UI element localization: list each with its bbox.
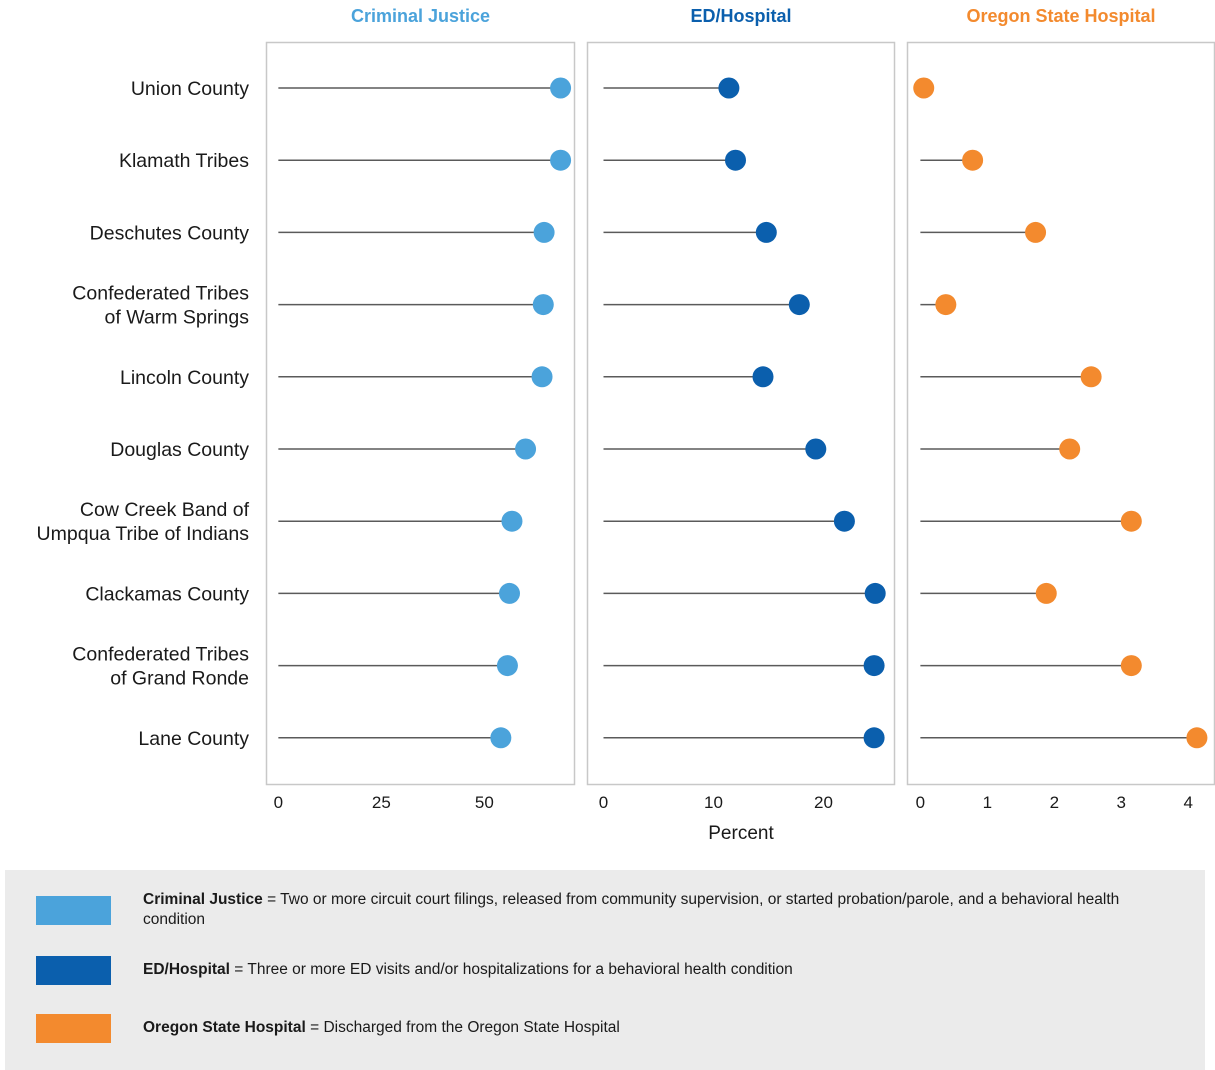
legend-label: ED/Hospital bbox=[143, 961, 230, 978]
category-label-line: Confederated Tribes bbox=[72, 644, 249, 666]
x-tick-label: 2 bbox=[1050, 793, 1059, 812]
x-tick-label: 1 bbox=[983, 793, 992, 812]
category-label: Union County bbox=[131, 78, 249, 100]
data-point bbox=[1035, 582, 1057, 604]
legend: Criminal Justice = Two or more circuit c… bbox=[5, 870, 1205, 1070]
legend-label: Criminal Justice bbox=[143, 891, 263, 908]
category-label-line: Douglas County bbox=[110, 439, 249, 461]
data-point bbox=[550, 77, 572, 99]
panel-frame-ed-hospital bbox=[586, 41, 896, 786]
legend-definition: = Two or more circuit court filings, rel… bbox=[143, 891, 1120, 928]
data-point bbox=[1080, 366, 1102, 388]
category-label-line: Union County bbox=[131, 78, 249, 100]
legend-swatch bbox=[36, 956, 111, 985]
category-label: Klamath Tribes bbox=[119, 150, 249, 172]
x-tick-label: 50 bbox=[475, 793, 494, 812]
data-point bbox=[1059, 438, 1081, 460]
category-label: Cow Creek Band of Umpqua Tribe of Indians bbox=[37, 499, 250, 545]
data-point bbox=[755, 221, 777, 243]
panel-frame-criminal-justice bbox=[265, 41, 576, 786]
category-label: Deschutes County bbox=[90, 222, 250, 244]
data-point bbox=[1120, 655, 1142, 677]
data-point bbox=[496, 655, 518, 677]
data-point bbox=[532, 294, 554, 316]
data-point bbox=[833, 510, 855, 532]
data-point bbox=[725, 149, 746, 171]
category-label: Confederated Tribes of Grand Ronde bbox=[72, 644, 249, 690]
data-point bbox=[498, 582, 520, 604]
legend-definition: = Discharged from the Oregon State Hospi… bbox=[310, 1019, 620, 1036]
category-label: Confederated Tribes of Warm Springs bbox=[72, 283, 249, 329]
x-tick-label: 10 bbox=[704, 793, 723, 812]
data-point bbox=[1025, 221, 1047, 243]
data-point bbox=[788, 294, 810, 316]
legend-description: ED/Hospital = Three or more ED visits an… bbox=[143, 960, 1183, 980]
data-point bbox=[1120, 510, 1142, 532]
category-label: Clackamas County bbox=[85, 583, 249, 605]
data-point bbox=[864, 582, 886, 604]
data-point bbox=[501, 510, 523, 532]
panel-title-ed-hospital: ED/Hospital bbox=[690, 6, 791, 26]
x-tick-label: 0 bbox=[274, 793, 283, 812]
data-point bbox=[913, 77, 935, 99]
x-tick-label: 25 bbox=[372, 793, 391, 812]
data-point bbox=[863, 727, 885, 749]
category-label: Lincoln County bbox=[120, 367, 249, 389]
data-point bbox=[533, 221, 555, 243]
category-label-line: of Grand Ronde bbox=[110, 668, 249, 690]
x-tick-label: 0 bbox=[599, 793, 608, 812]
category-label: Douglas County bbox=[110, 439, 249, 461]
legend-swatch bbox=[36, 1014, 111, 1043]
category-label-line: of Warm Springs bbox=[105, 307, 250, 329]
legend-label: Oregon State Hospital bbox=[143, 1019, 306, 1036]
x-tick-label: 3 bbox=[1117, 793, 1126, 812]
data-point bbox=[1186, 727, 1208, 749]
category-label-line: Clackamas County bbox=[85, 583, 249, 605]
panel-title-oregon-state-hospital: Oregon State Hospital bbox=[966, 6, 1155, 26]
category-label-line: Umpqua Tribe of Indians bbox=[37, 523, 250, 545]
data-point bbox=[531, 366, 553, 388]
legend-swatch bbox=[36, 896, 111, 925]
category-label-line: Confederated Tribes bbox=[72, 283, 249, 305]
data-point bbox=[550, 149, 572, 171]
data-point bbox=[515, 438, 537, 460]
x-tick-label: 0 bbox=[916, 793, 925, 812]
x-tick-label: 4 bbox=[1183, 793, 1192, 812]
category-label-line: Deschutes County bbox=[90, 222, 250, 244]
category-label: Lane County bbox=[138, 728, 249, 750]
panel-title-criminal-justice: Criminal Justice bbox=[351, 6, 490, 26]
data-point bbox=[752, 366, 774, 388]
category-label-line: Lane County bbox=[138, 728, 249, 750]
legend-description: Criminal Justice = Two or more circuit c… bbox=[143, 890, 1183, 930]
data-point bbox=[935, 294, 957, 316]
data-point bbox=[718, 77, 740, 99]
lollipop-chart: Union County Klamath Tribes Deschutes Coun… bbox=[37, 6, 1215, 844]
data-point bbox=[805, 438, 827, 460]
legend-definition: = Three or more ED visits and/or hospita… bbox=[234, 961, 793, 978]
data-point bbox=[863, 655, 885, 677]
panel-frame-oregon-state-hospital bbox=[906, 41, 1215, 786]
category-label-line: Lincoln County bbox=[120, 367, 249, 389]
x-axis-label: Percent bbox=[708, 823, 774, 844]
data-point bbox=[962, 149, 984, 171]
x-tick-label: 20 bbox=[814, 793, 833, 812]
category-label-line: Cow Creek Band of bbox=[80, 499, 250, 521]
legend-description: Oregon State Hospital = Discharged from … bbox=[143, 1018, 1183, 1038]
data-point bbox=[490, 727, 512, 749]
category-label-line: Klamath Tribes bbox=[119, 150, 249, 172]
